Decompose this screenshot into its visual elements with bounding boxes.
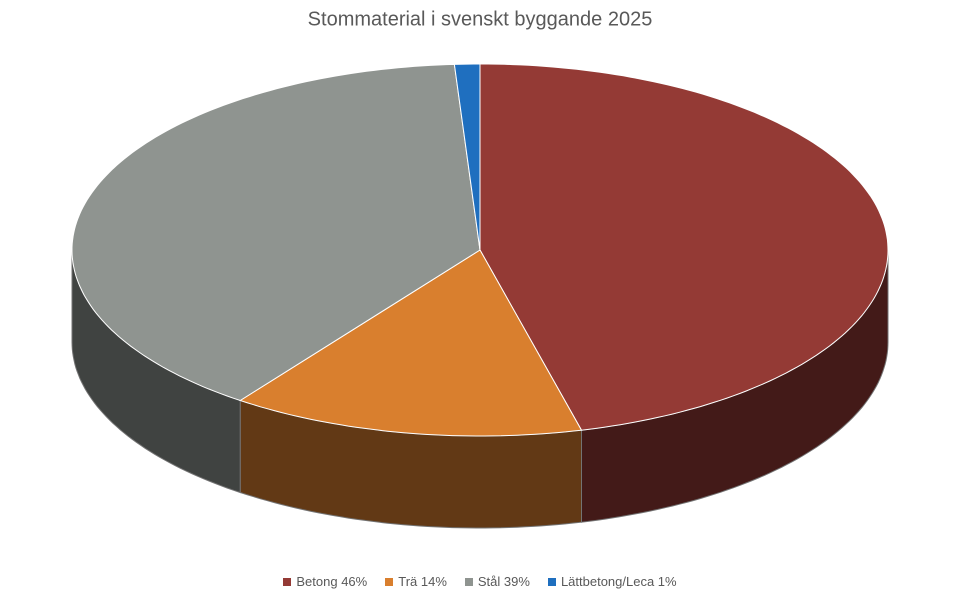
tops bbox=[71, 63, 889, 437]
slice bbox=[71, 63, 481, 402]
legend-label: Lättbetong/Leca 1% bbox=[560, 574, 677, 589]
legend-label: Stål 39% bbox=[477, 574, 530, 589]
legend: Betong 46% Trä 14% Stål 39% Lättbetong/Leca… bbox=[0, 574, 960, 589]
legend-label: Trä 14% bbox=[398, 574, 447, 589]
plot: Stommaterial i svenskt byggande 2025 bbox=[71, 8, 889, 529]
legend-swatch bbox=[385, 577, 394, 586]
legend-item: Betong 46% bbox=[283, 574, 367, 589]
legend-label: Betong 46% bbox=[296, 574, 368, 589]
slice bbox=[239, 249, 583, 437]
legend-item: Stål 39% bbox=[464, 574, 530, 589]
chart-title: Stommaterial i svenskt byggande 2025 bbox=[308, 8, 653, 30]
legend-swatch bbox=[547, 577, 556, 586]
legend-swatch bbox=[464, 577, 473, 586]
legend-item: Trä 14% bbox=[385, 574, 447, 589]
slice bbox=[453, 63, 481, 251]
legend-item: Lättbetong/Leca 1% bbox=[547, 574, 677, 589]
legend-swatch bbox=[283, 577, 292, 586]
slice bbox=[479, 63, 889, 431]
